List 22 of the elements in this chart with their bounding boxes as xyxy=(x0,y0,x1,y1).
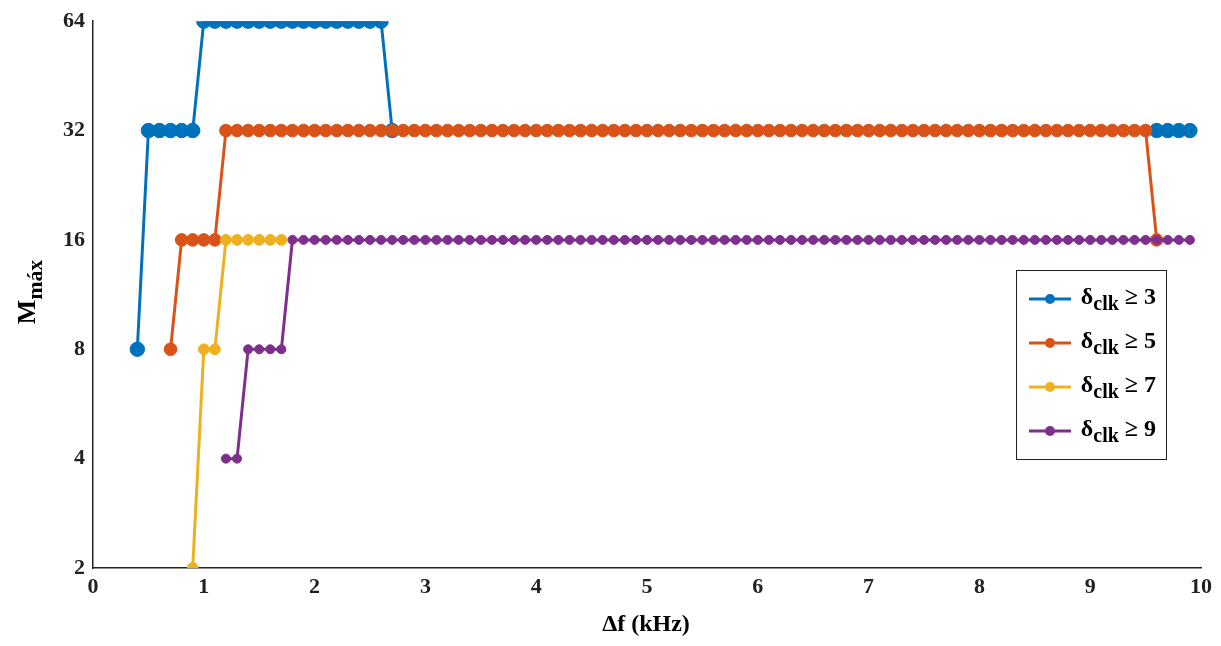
x-tick-label: 6 xyxy=(752,572,764,598)
legend-label: δ$_{clk}$ ≥ 3 xyxy=(1080,283,1156,315)
y-tick-label: 64 xyxy=(63,6,85,32)
x-tick-label: 9 xyxy=(1084,572,1096,598)
legend-label: δ$_{clk}$ ≥ 9 xyxy=(1080,415,1156,447)
y-tick-label: 4 xyxy=(74,444,85,470)
x-tick-label: 8 xyxy=(973,572,985,598)
x-tick-label: 5 xyxy=(641,572,653,598)
legend-label: δ$_{clk}$ ≥ 5 xyxy=(1080,327,1156,359)
x-tick-label: 1 xyxy=(198,572,210,598)
y-tick-label: 8 xyxy=(74,334,85,360)
y-tick-label: 32 xyxy=(63,116,85,142)
y-tick-label: 16 xyxy=(63,225,85,251)
x-tick-label: 0 xyxy=(87,572,99,598)
x-tick-label: 7 xyxy=(863,572,875,598)
y-tick-label: 2 xyxy=(74,553,85,579)
legend-label: δ$_{clk}$ ≥ 7 xyxy=(1080,371,1156,403)
x-tick-label: 4 xyxy=(530,572,542,598)
x-axis-title: Δf (kHz) xyxy=(602,610,690,637)
x-tick-label: 2 xyxy=(309,572,321,598)
x-tick-label: 3 xyxy=(419,572,431,598)
x-tick-label: 10 xyxy=(1190,572,1212,598)
